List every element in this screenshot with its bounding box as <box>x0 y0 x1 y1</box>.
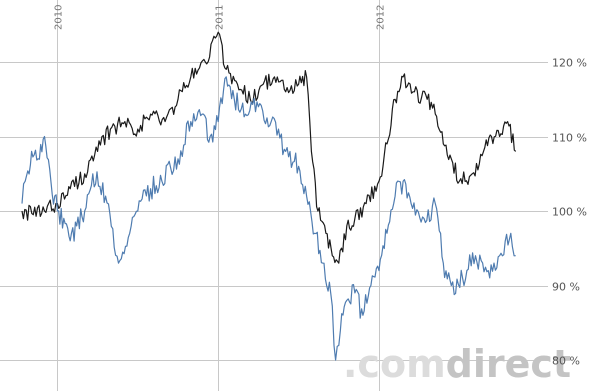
y-tick-label: 90 % <box>552 281 580 294</box>
svg-text:.comdirect: .comdirect <box>343 342 571 386</box>
series-lines <box>21 31 517 361</box>
y-tick-label: 100 % <box>552 206 587 219</box>
x-tick-label: 2010 <box>54 5 65 30</box>
blue-series-line <box>21 76 516 361</box>
y-tick-label: 120 % <box>552 57 587 70</box>
comdirect-watermark: .comdirect <box>343 342 571 386</box>
watermark-suffix: direct <box>446 342 571 386</box>
black-series-line <box>21 31 517 264</box>
watermark-prefix: .com <box>343 342 446 386</box>
x-tick-label: 2011 <box>215 5 226 30</box>
y-tick-label: 80 % <box>552 355 580 368</box>
tick-labels: 80 % 90 % 100 % 110 % 120 % 2010 2011 2012 <box>54 5 587 368</box>
x-tick-label: 2012 <box>376 5 387 30</box>
grid <box>0 0 548 391</box>
y-tick-label: 110 % <box>552 132 587 145</box>
